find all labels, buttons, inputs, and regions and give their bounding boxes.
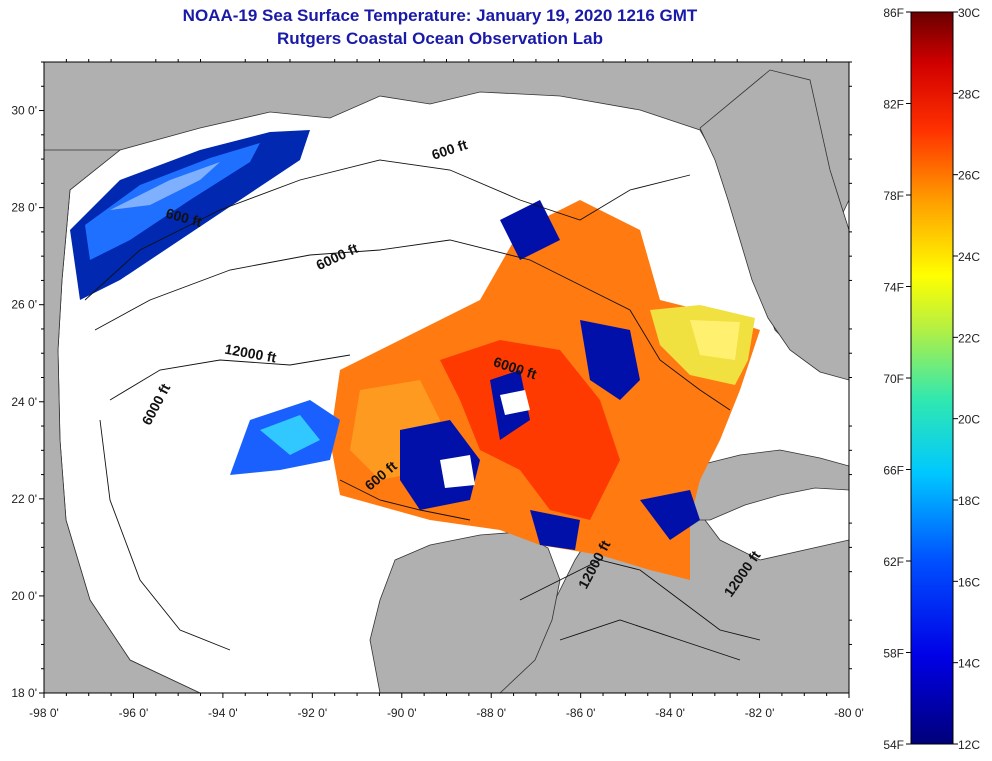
colorbar-f-label: 62F bbox=[883, 555, 904, 569]
lon-tick-label: -84 0' bbox=[655, 706, 685, 720]
chart-subtitle: Rutgers Coastal Ocean Observation Lab bbox=[277, 29, 603, 48]
lat-tick-label: 26 0' bbox=[11, 298, 37, 312]
colorbar-f-label: 82F bbox=[883, 98, 904, 112]
lon-tick-label: -82 0' bbox=[745, 706, 775, 720]
lat-tick-label: 30 0' bbox=[11, 104, 37, 118]
lon-tick-label: -80 0' bbox=[834, 706, 864, 720]
lat-tick-label: 24 0' bbox=[11, 395, 37, 409]
colorbar-c-label: 28C bbox=[958, 87, 980, 101]
lon-tick-label: -86 0' bbox=[566, 706, 596, 720]
lat-tick-label: 28 0' bbox=[11, 201, 37, 215]
lon-tick-label: -88 0' bbox=[476, 706, 506, 720]
colorbar-c-label: 18C bbox=[958, 494, 980, 508]
colorbar-f-label: 54F bbox=[883, 738, 904, 752]
mexico-land bbox=[44, 62, 201, 693]
lat-tick-label: 22 0' bbox=[11, 492, 37, 506]
colorbar-c-label: 12C bbox=[958, 738, 980, 752]
lon-tick-label: -98 0' bbox=[29, 706, 59, 720]
colorbar-f-label: 86F bbox=[883, 6, 904, 20]
colorbar-f-label: 66F bbox=[883, 464, 904, 478]
colorbar-c-label: 20C bbox=[958, 413, 980, 427]
lat-tick-label: 18 0' bbox=[11, 686, 37, 700]
colorbar-c-label: 22C bbox=[958, 331, 980, 345]
florida-land bbox=[699, 69, 849, 381]
colorbar-f-label: 74F bbox=[883, 281, 904, 295]
colorbar-celsius-labels: 30C 28C 26C 24C 22C 20C 18C 16C 14C 12C bbox=[953, 6, 980, 752]
lon-tick-label: -90 0' bbox=[387, 706, 417, 720]
sst-swath bbox=[230, 200, 760, 580]
lon-tick-label: -96 0' bbox=[119, 706, 149, 720]
lon-tick-label: -92 0' bbox=[298, 706, 328, 720]
colorbar-c-label: 16C bbox=[958, 575, 980, 589]
yucatan-land bbox=[369, 531, 561, 693]
colorbar-f-label: 78F bbox=[883, 189, 904, 203]
nw-coastal-band bbox=[70, 130, 310, 300]
colorbar-c-label: 24C bbox=[958, 250, 980, 264]
colorbar-c-label: 26C bbox=[958, 169, 980, 183]
colorbar-f-label: 58F bbox=[883, 647, 904, 661]
colorbar-c-label: 14C bbox=[958, 657, 980, 671]
longitude-ticks: -98 0' -96 0' -94 0' -92 0' -90 0' -88 0' -86 … bbox=[29, 59, 864, 720]
lat-tick-label: 20 0' bbox=[11, 589, 37, 603]
latitude-ticks: 18 0' 20 0' 22 0' 24 0' 26 0' 28 0' 30 0' bbox=[11, 61, 852, 700]
colorbar-fahrenheit-labels: 86F 82F 78F 74F 70F 66F 62F 58F 54F bbox=[883, 6, 911, 752]
colorbar-f-label: 70F bbox=[883, 372, 904, 386]
chart-title: NOAA-19 Sea Surface Temperature: January… bbox=[182, 6, 698, 25]
colorbar-c-label: 30C bbox=[958, 6, 980, 20]
depth-contours bbox=[84, 159, 761, 661]
colorbar bbox=[910, 11, 954, 745]
lon-tick-label: -94 0' bbox=[208, 706, 238, 720]
